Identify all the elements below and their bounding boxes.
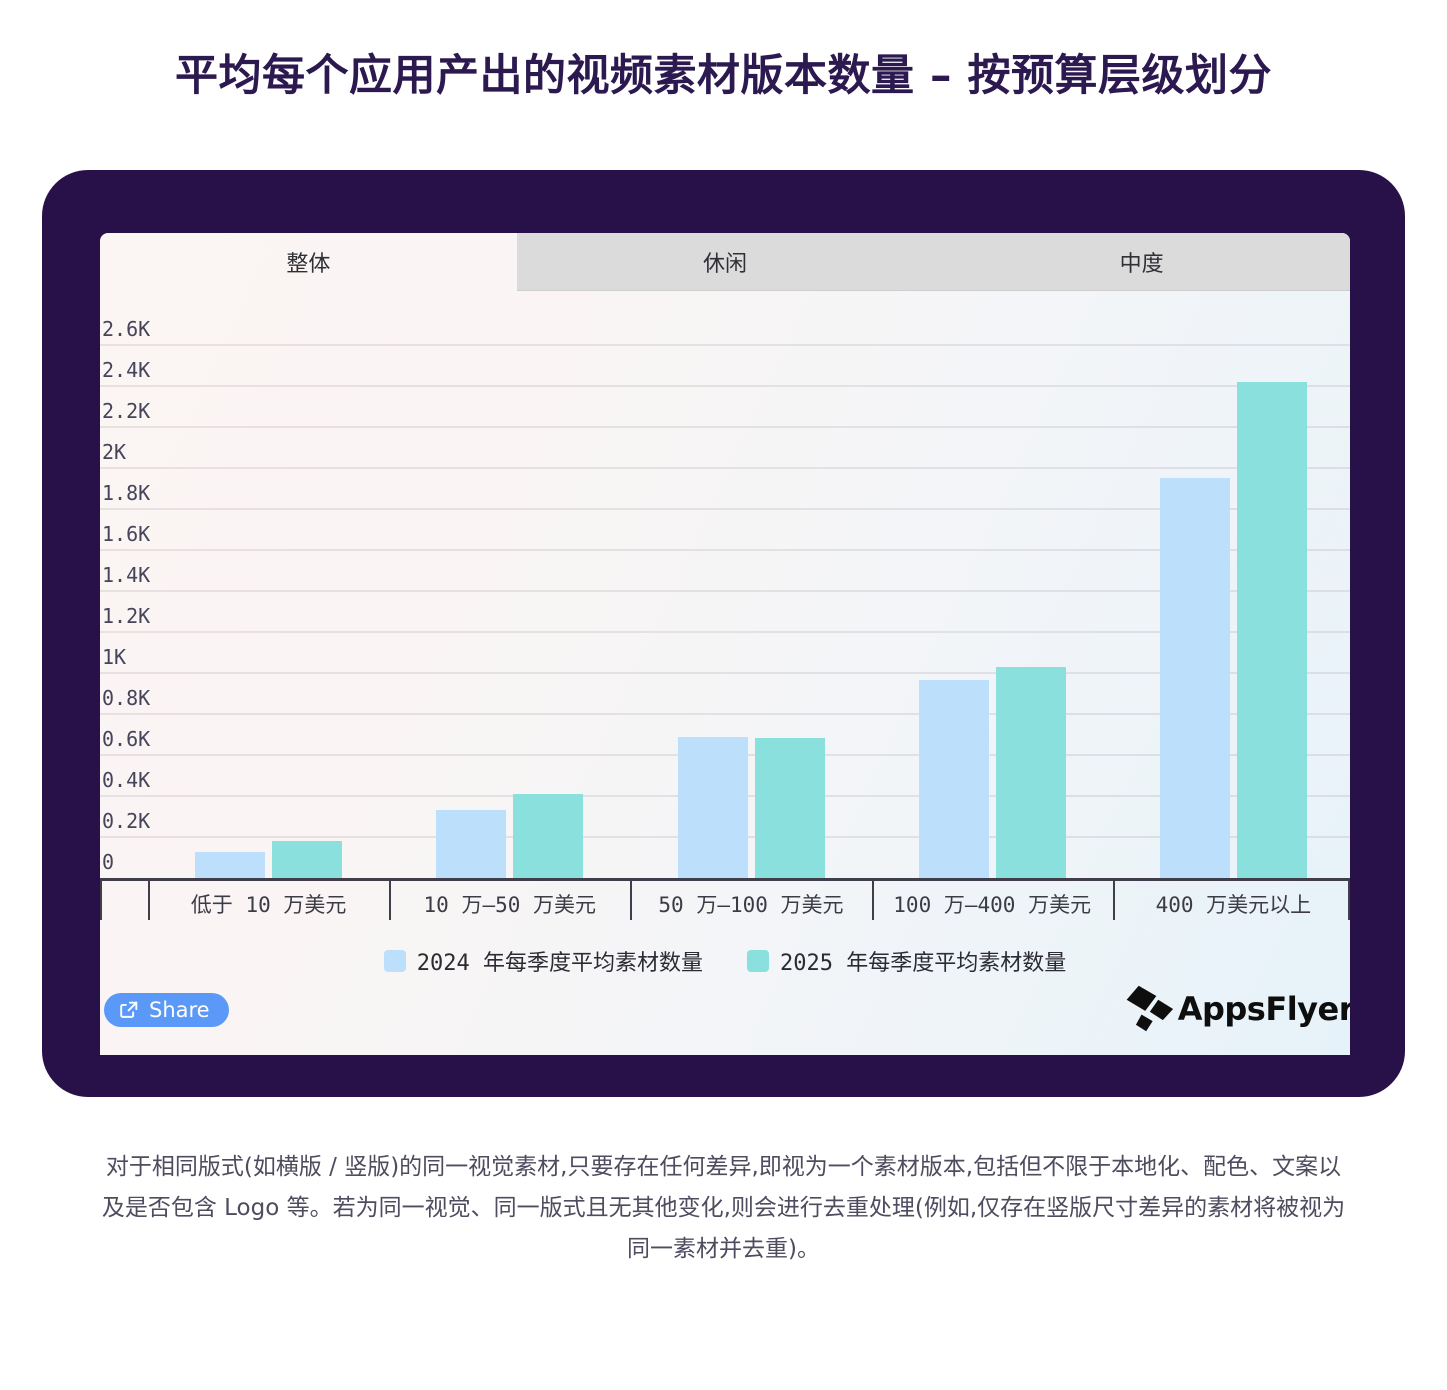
tab-midcore[interactable]: 中度 (933, 233, 1350, 292)
x-axis-label: 400 万美元以上 (1155, 893, 1312, 918)
y-axis-label: 1.6K (102, 522, 151, 547)
bar-chart: 0 0.2K 0.4K 0.6K 0.8K 1K 1.2K 1.4K 1.6K 1.8K 2K 2.2… (100, 233, 1350, 1055)
gridline (100, 467, 1350, 470)
gridline (100, 590, 1350, 593)
axis-tick (389, 878, 392, 921)
y-axis-label: 0.4K (102, 768, 151, 793)
tab-casual[interactable]: 休闲 (516, 233, 934, 292)
legend-label: 2024 年每季度平均素材数量 (416, 951, 703, 977)
x-axis-label: 低于 10 万美元 (190, 893, 347, 918)
y-axis-label: 2.2K (102, 399, 151, 424)
y-axis-label: 0.8K (102, 686, 151, 711)
gridline (100, 549, 1350, 552)
appsflyer-logo-icon (1122, 983, 1174, 1035)
gridline (100, 631, 1350, 634)
y-axis-label: 2.4K (102, 358, 151, 383)
x-axis-label: 100 万–400 万美元 (893, 893, 1092, 918)
legend-swatch-icon (383, 950, 406, 973)
x-axis-line (100, 878, 1350, 882)
chart-card: 整体 休闲 中度 0 0.2K 0.4K 0.6K 0.8K 1K 1.2K 1.4K 1.6K… (42, 170, 1405, 1098)
legend-item-2025[interactable]: 2025 年每季度平均素材数量 (747, 945, 1066, 977)
gridline (100, 426, 1350, 429)
share-button-label: Share (149, 998, 210, 1023)
tab-bar: 整体 休闲 中度 (100, 233, 1350, 292)
gridline (100, 385, 1350, 388)
axis-tick (630, 878, 633, 921)
bar-2025-cat5 (1236, 382, 1307, 879)
bar-2025-cat1 (272, 841, 343, 879)
gridline (100, 508, 1350, 511)
chart-legend: 2024 年每季度平均素材数量 2025 年每季度平均素材数量 (100, 945, 1350, 977)
y-axis-label: 1K (102, 645, 127, 670)
legend-item-2024[interactable]: 2024 年每季度平均素材数量 (383, 945, 703, 977)
axis-tick (148, 878, 150, 921)
bar-2024-cat4 (918, 680, 989, 879)
y-axis-label: 1.8K (102, 481, 151, 506)
share-icon (118, 999, 140, 1021)
share-button[interactable]: Share (104, 993, 229, 1028)
axis-tick (871, 878, 874, 921)
y-axis-label: 2.6K (102, 317, 151, 342)
axis-tick (1348, 878, 1350, 921)
bar-2024-cat5 (1159, 478, 1230, 879)
gridline (100, 344, 1350, 347)
tab-overall[interactable]: 整体 (286, 252, 331, 278)
bar-2024-cat3 (677, 736, 748, 879)
axis-tick (1112, 878, 1115, 921)
chart-panel: 整体 休闲 中度 0 0.2K 0.4K 0.6K 0.8K 1K 1.2K 1.4K 1.6K… (100, 233, 1350, 1056)
legend-label: 2025 年每季度平均素材数量 (780, 951, 1067, 977)
bar-2024-cat1 (195, 851, 266, 879)
x-axis-label: 50 万–100 万美元 (658, 893, 844, 918)
y-axis-label: 1.4K (102, 563, 151, 588)
x-axis-label: 10 万–50 万美元 (423, 893, 597, 918)
bar-2024-cat2 (436, 809, 507, 879)
y-axis-label: 2K (102, 440, 127, 465)
footnote: 对于相同版式(如横版 / 竖版)的同一视觉素材,只要存在任何差异,即视为一个素材… (101, 1154, 1346, 1263)
legend-swatch-icon (747, 950, 769, 973)
axis-tick (100, 878, 102, 921)
appsflyer-logo: AppsFlyer (1122, 983, 1350, 1035)
y-axis-label: 0.2K (102, 809, 151, 834)
bar-2025-cat3 (754, 737, 825, 879)
y-axis-label: 0.6K (102, 727, 151, 752)
gridline (100, 672, 1350, 675)
appsflyer-logo-text: AppsFlyer (1177, 990, 1350, 1029)
bar-2025-cat2 (513, 794, 584, 879)
page-title: 平均每个应用产出的视频素材版本数量 – 按预算层级划分 (175, 51, 1272, 101)
y-axis-label: 0 (102, 850, 115, 875)
gridline (100, 713, 1350, 716)
y-axis-label: 1.2K (102, 604, 151, 629)
bar-2025-cat4 (995, 667, 1066, 879)
